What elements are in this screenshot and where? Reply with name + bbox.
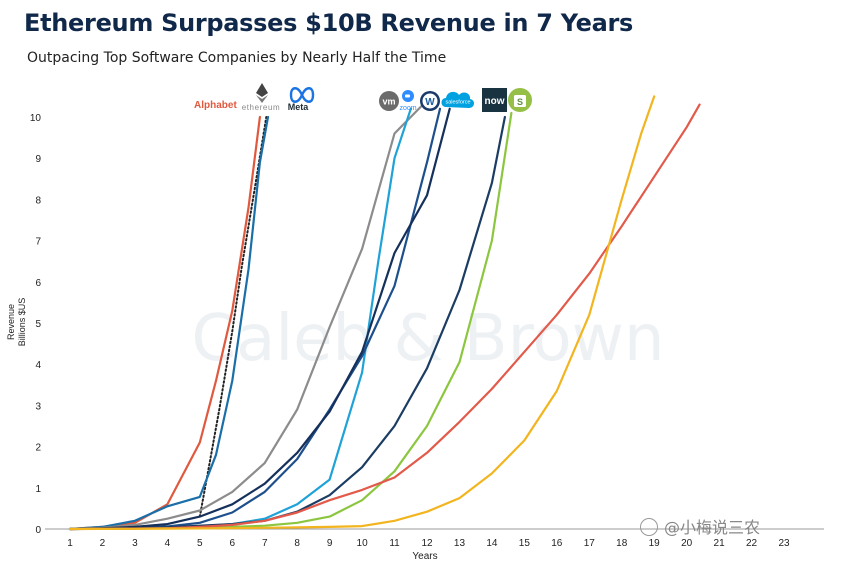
x-tick-label: 15 [519,538,531,549]
x-tick-label: 10 [357,538,369,549]
y-tick-label: 10 [30,113,42,124]
series-line-vmware [68,99,429,531]
x-tick-label: 20 [681,538,693,549]
corner-watermark: @小梅说三农 [640,514,760,538]
x-tick-label: 11 [389,538,400,549]
ethereum-diamond-icon [256,83,268,97]
ethereum-logo: ethereum [242,103,281,112]
salesforce-cloud-icon [441,91,475,108]
salesforce-logo: salesforce [445,100,470,106]
x-axis-title: Years [412,551,437,561]
x-tick-label: 2 [100,538,106,549]
series-lines [68,95,701,531]
x-tick-label: 18 [616,538,628,549]
shopify-logo: S [517,97,523,107]
y-tick-label: 8 [35,195,41,206]
x-tick-label: 6 [229,538,235,549]
chart-title: Ethereum Surpasses $10B Revenue in 7 Yea… [24,9,633,37]
x-tick-label: 7 [262,538,268,549]
y-axis-title: Revenue [6,304,16,340]
shopify-bag-icon [514,95,526,107]
meta-logo: Meta [288,102,309,112]
series-line-salesforce [68,107,451,531]
zoom-camera-lens-icon [405,94,410,98]
vmware-logo: vm [382,97,395,107]
servicenow-logo: now [485,96,505,107]
y-tick-label: 5 [35,319,41,330]
vmware-logo-circle [379,91,399,111]
y-tick-label: 1 [35,484,41,495]
x-tick-label: 21 [714,538,726,549]
workday-logo-inner [422,93,438,109]
x-tick-label: 9 [327,538,333,549]
x-tick-label: 19 [649,538,661,549]
series-line-microsoft [68,95,656,531]
x-tick-label: 12 [421,538,433,549]
x-tick-label: 3 [132,538,138,549]
workday-logo: W [425,97,435,108]
y-tick-label: 4 [35,360,41,371]
x-tick-label: 17 [584,538,596,549]
series-line-ethereum [198,116,268,518]
x-tick-label: 5 [197,538,203,549]
meta-infinity-icon [289,87,315,103]
x-tick-label: 22 [746,538,758,549]
y-tick-label: 6 [35,278,41,289]
zoom-logo: zoom [399,105,416,112]
alphabet-logo: Alphabet [194,100,237,111]
x-tick-label: 4 [165,538,171,549]
chart-subtitle: Outpacing Top Software Companies by Near… [27,50,447,66]
watermark-logo-icon [640,518,658,536]
corner-watermark-text: @小梅说三农 [664,518,761,537]
y-tick-label: 9 [35,154,41,165]
x-tick-label: 8 [294,538,300,549]
servicenow-logo-box [482,88,507,112]
y-axis-subtitle: Billions $US [17,298,27,347]
x-tick-label: 13 [454,538,466,549]
x-tick-label: 14 [486,538,498,549]
x-tick-label: 23 [778,538,790,549]
series-line-meta [68,115,270,531]
y-tick-label: 3 [35,401,41,412]
ethereum-diamond-lower-icon [256,95,268,103]
y-tick-label: 7 [35,237,41,248]
x-tick-label: 1 [67,538,73,549]
y-tick-label: 0 [35,525,41,536]
y-tick-label: 2 [35,443,41,454]
x-tick-label: 16 [551,538,563,549]
